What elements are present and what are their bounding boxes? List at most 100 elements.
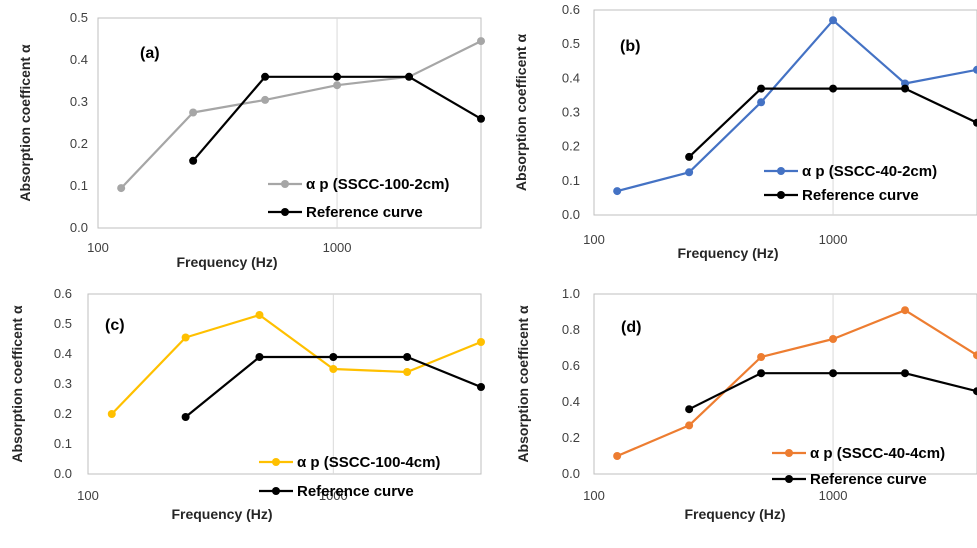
y-tick-label: 0.4	[562, 394, 580, 409]
legend-label-2: Reference curve	[810, 471, 927, 488]
data-point-series-1	[261, 96, 269, 104]
y-tick-label: 0.2	[70, 136, 88, 151]
y-axis-label: Absorption coefficent α	[9, 305, 25, 463]
data-point-series-2	[829, 85, 837, 93]
panel-label: (c)	[105, 317, 125, 334]
data-point-series-2	[255, 353, 263, 361]
series-line-1	[121, 41, 481, 188]
data-point-series-2	[261, 73, 269, 81]
data-point-series-2	[757, 369, 765, 377]
data-point-series-1	[973, 66, 977, 74]
y-tick-label: 0.2	[562, 139, 580, 154]
y-tick-label: 0.3	[562, 105, 580, 120]
data-point-series-1	[613, 452, 621, 460]
y-tick-label: 0.6	[54, 286, 72, 301]
data-point-series-2	[189, 157, 197, 165]
legend-marker-2	[777, 191, 785, 199]
panel-label: (a)	[140, 45, 160, 62]
plot-area	[594, 10, 977, 215]
data-point-series-2	[403, 353, 411, 361]
y-tick-label: 0.1	[562, 173, 580, 188]
data-point-series-1	[329, 365, 337, 373]
data-point-series-2	[405, 73, 413, 81]
y-tick-label: 0.5	[70, 10, 88, 25]
y-tick-label: 1.0	[562, 286, 580, 301]
y-tick-label: 0.0	[562, 466, 580, 481]
y-tick-label: 0.1	[54, 436, 72, 451]
data-point-series-1	[189, 109, 197, 117]
y-tick-label: 0.4	[54, 346, 72, 361]
data-point-series-2	[901, 85, 909, 93]
x-tick-label: 100	[583, 488, 605, 503]
y-tick-label: 0.4	[70, 52, 88, 67]
y-tick-label: 0.5	[562, 36, 580, 51]
x-tick-label: 100	[77, 488, 99, 503]
data-point-series-1	[182, 334, 190, 342]
data-point-series-2	[477, 383, 485, 391]
data-point-series-2	[333, 73, 341, 81]
x-tick-label: 100	[583, 232, 605, 247]
y-tick-label: 0.6	[562, 358, 580, 373]
y-axis-label: Absorption coefficent α	[17, 44, 33, 202]
legend-marker-1	[272, 458, 280, 466]
legend-marker-2	[272, 487, 280, 495]
chart-panel-2: 0.0 0.1 0.2 0.3 0.4 0.5 0.6 100 1000 Frequency (H…	[513, 2, 977, 261]
data-point-series-2	[973, 387, 977, 395]
x-axis-label: Frequency (Hz)	[176, 254, 277, 270]
data-point-series-2	[182, 413, 190, 421]
y-tick-label: 0.2	[54, 406, 72, 421]
y-tick-label: 0.6	[562, 2, 580, 17]
y-tick-label: 0.0	[54, 466, 72, 481]
plot-area	[88, 294, 481, 474]
data-point-series-2	[901, 369, 909, 377]
data-point-series-1	[829, 335, 837, 343]
data-point-series-1	[117, 184, 125, 192]
data-point-series-1	[613, 187, 621, 195]
y-tick-label: 0.1	[70, 178, 88, 193]
y-axis-label: Absorption coefficent α	[515, 305, 531, 463]
data-point-series-2	[829, 369, 837, 377]
y-tick-label: 0.8	[562, 322, 580, 337]
x-axis-label: Frequency (Hz)	[684, 506, 785, 522]
data-point-series-1	[477, 338, 485, 346]
legend-marker-1	[785, 449, 793, 457]
data-point-series-1	[901, 306, 909, 314]
legend-label-2: Reference curve	[306, 204, 423, 221]
data-point-series-1	[757, 353, 765, 361]
x-tick-label: 1000	[819, 232, 848, 247]
y-tick-label: 0.0	[70, 220, 88, 235]
legend-label-1: α p (SSCC-100-4cm)	[297, 454, 440, 471]
legend-marker-2	[785, 475, 793, 483]
legend-label-2: Reference curve	[297, 483, 414, 500]
x-axis-label: Frequency (Hz)	[171, 506, 272, 522]
y-tick-label: 0.2	[562, 430, 580, 445]
legend-marker-2	[281, 208, 289, 216]
data-point-series-2	[477, 115, 485, 123]
y-tick-label: 0.0	[562, 207, 580, 222]
data-point-series-1	[333, 81, 341, 89]
data-point-series-1	[403, 368, 411, 376]
y-tick-label: 0.5	[54, 316, 72, 331]
data-point-series-1	[477, 37, 485, 45]
data-point-series-2	[685, 153, 693, 161]
data-point-series-2	[685, 405, 693, 413]
chart-panel-1: 0.0 0.1 0.2 0.3 0.4 0.5 100 1000 Frequency (Hz) A…	[17, 10, 485, 270]
y-tick-label: 0.4	[562, 70, 580, 85]
series-line-1	[617, 310, 977, 456]
x-tick-label: 100	[87, 240, 109, 255]
data-point-series-2	[757, 85, 765, 93]
legend-label-2: Reference curve	[802, 187, 919, 204]
legend-label-1: α p (SSCC-40-4cm)	[810, 445, 945, 462]
data-point-series-2	[329, 353, 337, 361]
legend-label-1: α p (SSCC-100-2cm)	[306, 176, 449, 193]
x-tick-label: 1000	[323, 240, 352, 255]
y-tick-label: 0.3	[70, 94, 88, 109]
chart-panel-4: 0.0 0.2 0.4 0.6 0.8 1.0 100 1000 Frequency (Hz) A…	[515, 286, 977, 522]
data-point-series-1	[108, 410, 116, 418]
legend-label-1: α p (SSCC-40-2cm)	[802, 163, 937, 180]
data-point-series-1	[255, 311, 263, 319]
chart-panel-3: 0.0 0.1 0.2 0.3 0.4 0.5 0.6 100 1000 Frequency (H…	[9, 286, 485, 522]
legend-marker-1	[281, 180, 289, 188]
panel-label: (d)	[621, 319, 641, 336]
